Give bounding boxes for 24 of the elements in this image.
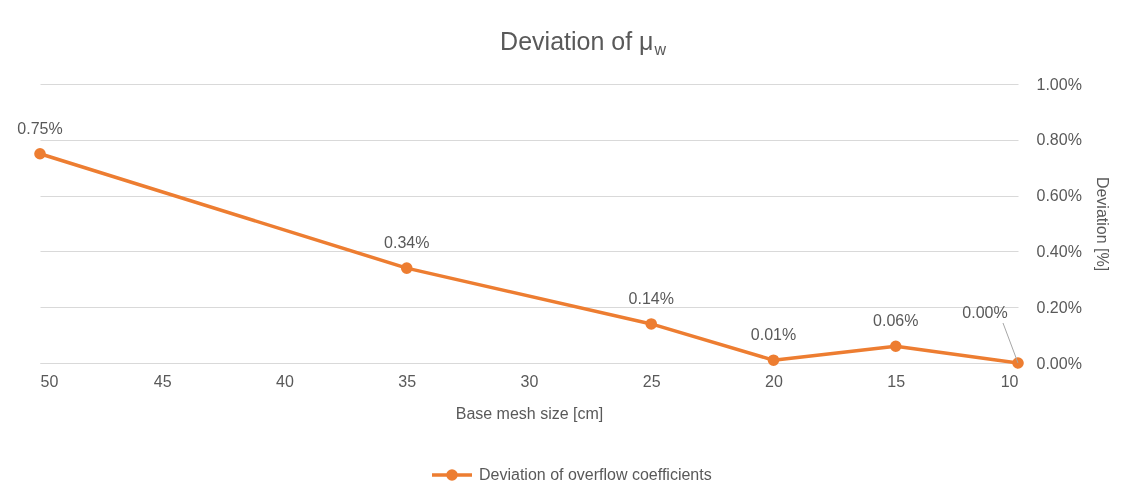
y2-tick-label: 1.00% <box>1036 75 1082 93</box>
x-tick-label: 50 <box>40 372 59 390</box>
x-tick-label: 25 <box>642 372 661 390</box>
y2-tick-label: 0.60% <box>1036 187 1082 205</box>
data-label: 0.14% <box>628 289 674 307</box>
data-label: 0.01% <box>750 326 797 344</box>
x-tick-label: 45 <box>153 372 172 390</box>
x-tick-label: 15 <box>887 372 906 390</box>
x-tick-label: 10 <box>1000 372 1019 390</box>
y2-axis-title: Deviation [%] <box>1093 176 1111 272</box>
y2-tick-label: 0.40% <box>1036 242 1082 260</box>
y2-tick-label: 0.00% <box>1036 354 1082 372</box>
x-tick-label: 35 <box>398 372 417 390</box>
y2-tick-label: 0.20% <box>1036 298 1082 316</box>
legend-label: Deviation of overflow coefficients <box>479 466 712 483</box>
data-label: 0.34% <box>384 234 430 252</box>
x-tick-label: 20 <box>765 372 783 390</box>
data-label: 0.75% <box>17 119 63 137</box>
data-label: 0.06% <box>873 312 919 330</box>
x-axis-title: Base mesh size [cm] <box>455 404 604 422</box>
y2-tick-label: 0.80% <box>1036 131 1082 149</box>
x-tick-label: 40 <box>276 372 294 390</box>
x-tick-label: 30 <box>520 372 539 390</box>
data-label: 0.00% <box>962 304 1008 321</box>
